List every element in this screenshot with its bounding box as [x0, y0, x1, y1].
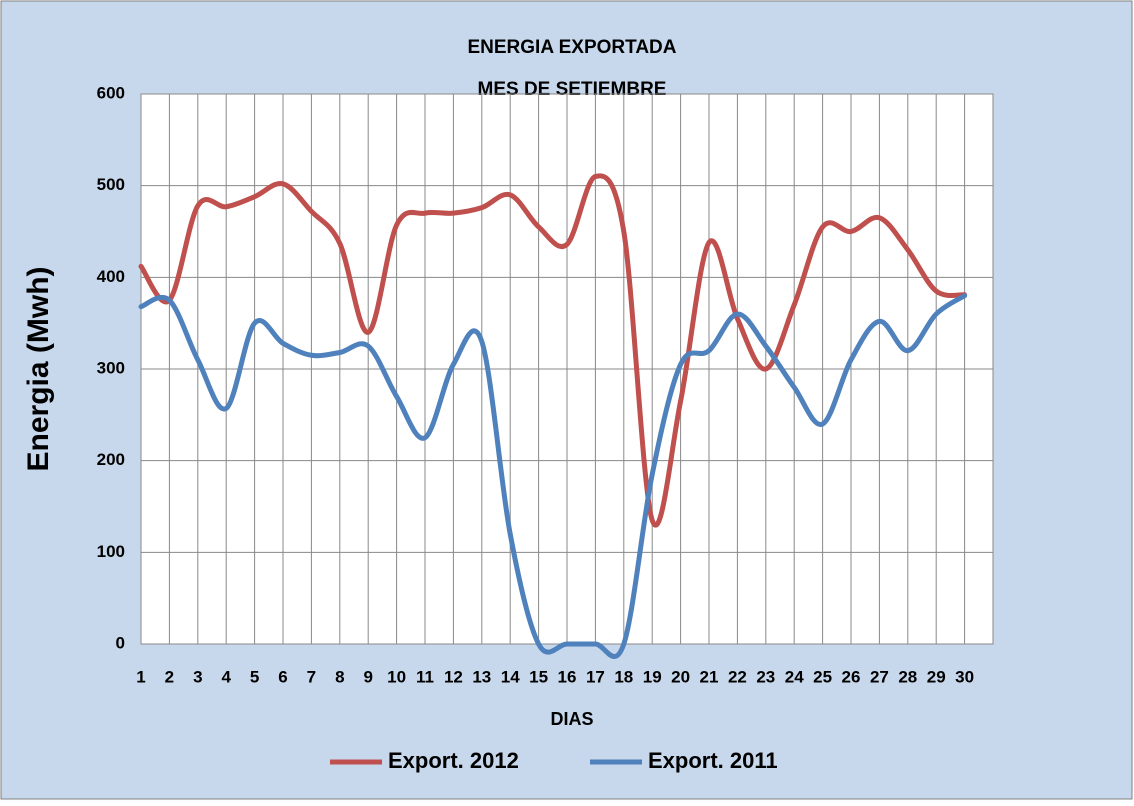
- y-tick-label: 400: [97, 267, 125, 286]
- y-tick-label: 600: [97, 83, 125, 102]
- x-tick-label: 29: [927, 667, 946, 686]
- x-tick-label: 15: [529, 667, 548, 686]
- x-tick-label: 1: [136, 667, 145, 686]
- x-tick-label: 14: [501, 667, 520, 686]
- legend-label: Export. 2011: [648, 748, 778, 773]
- x-tick-label: 23: [756, 667, 775, 686]
- x-tick-label: 22: [728, 667, 747, 686]
- chart-title: ENERGIA EXPORTADA: [467, 37, 676, 58]
- x-tick-label: 2: [165, 667, 174, 686]
- y-axis-label: Energia (Mwh): [22, 266, 55, 471]
- x-tick-label: 20: [671, 667, 690, 686]
- y-tick-label: 300: [97, 358, 125, 377]
- x-tick-label: 27: [870, 667, 889, 686]
- x-tick-label: 13: [472, 667, 491, 686]
- x-tick-label: 19: [643, 667, 662, 686]
- data-line: [138, 293, 968, 659]
- y-tick-label: 100: [97, 542, 125, 561]
- data-line: [138, 173, 968, 528]
- x-tick-label: 9: [363, 667, 372, 686]
- x-tick-label: 5: [250, 667, 259, 686]
- x-tick-label: 11: [416, 667, 434, 686]
- x-axis-label: DIAS: [550, 709, 593, 729]
- x-tick-label: 28: [898, 667, 917, 686]
- x-tick-label: 8: [335, 667, 344, 686]
- x-tick-label: 3: [193, 667, 202, 686]
- y-tick-label: 200: [97, 450, 125, 469]
- chart-subtitle: MES DE SETIEMBRE: [478, 79, 667, 100]
- x-tick-label: 30: [955, 667, 974, 686]
- y-tick-label: 0: [116, 633, 125, 652]
- x-tick-label: 7: [307, 667, 316, 686]
- x-tick-label: 6: [278, 667, 287, 686]
- x-tick-label: 18: [614, 667, 633, 686]
- x-tick-label: 10: [387, 667, 406, 686]
- x-tick-label: 4: [221, 667, 231, 686]
- x-tick-label: 26: [842, 667, 861, 686]
- x-tick-label: 24: [785, 667, 804, 686]
- x-tick-label: 12: [444, 667, 463, 686]
- x-tick-label: 16: [558, 667, 577, 686]
- x-tick-label: 17: [586, 667, 605, 686]
- x-tick-label: 21: [700, 667, 719, 686]
- y-tick-label: 500: [97, 175, 125, 194]
- x-tick-label: 25: [813, 667, 832, 686]
- legend-label: Export. 2012: [388, 748, 519, 773]
